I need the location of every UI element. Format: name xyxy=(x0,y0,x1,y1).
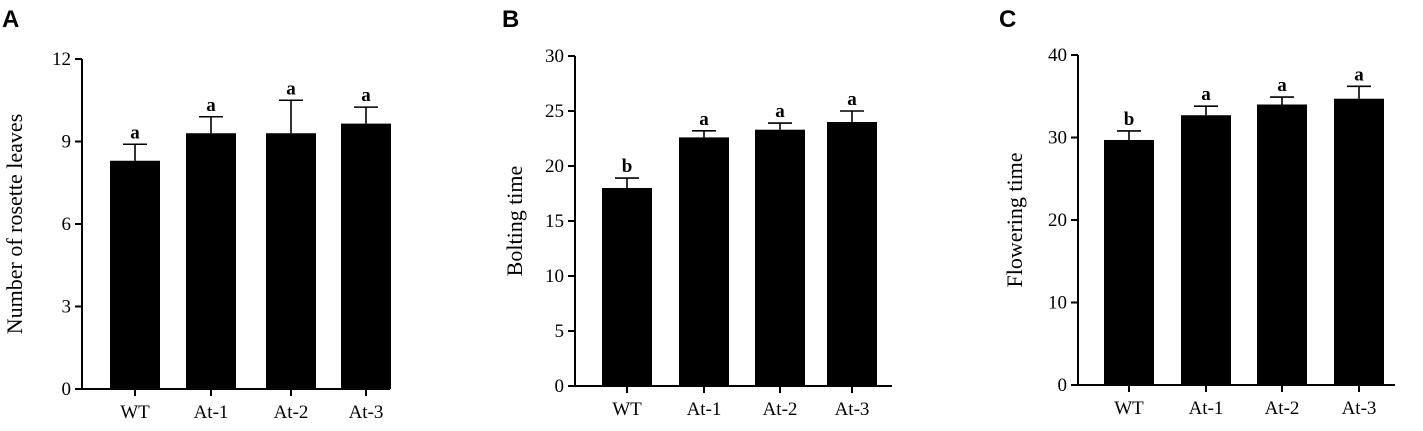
y-axis-title: Flowering time xyxy=(1002,152,1027,287)
bar-at-2 xyxy=(266,133,316,389)
bar-at-2 xyxy=(755,129,805,386)
significance-label: b xyxy=(622,156,633,177)
bar-at-3 xyxy=(827,122,877,386)
x-tick-label: WT xyxy=(612,399,642,420)
y-axis-title: Number of rosette leaves xyxy=(2,114,27,335)
chart-panel-3: C 0 10 20 30 40 Flowering time b WT a At-1 a At-2 a At… xyxy=(999,6,1395,419)
significance-label: a xyxy=(1354,64,1364,85)
y-axis-title: Bolting time xyxy=(502,166,527,277)
panel-letter: A xyxy=(2,6,19,33)
significance-label: a xyxy=(1201,84,1211,105)
bar-at-1 xyxy=(1181,115,1231,385)
significance-label: a xyxy=(361,85,371,106)
x-tick-label: At-3 xyxy=(1342,398,1377,419)
bar-at-1 xyxy=(186,133,236,389)
significance-label: a xyxy=(699,109,709,130)
y-tick-label: 40 xyxy=(1048,45,1067,66)
x-tick-label: At-3 xyxy=(835,399,870,420)
x-tick-label: At-2 xyxy=(1265,398,1300,419)
x-tick-label: At-1 xyxy=(1189,398,1224,419)
chart-panel-2: B 0 5 10 15 20 25 30 Bolting time b WT a At-1 a At-2 a A… xyxy=(502,6,892,420)
bar-at-3 xyxy=(341,123,391,389)
significance-label: a xyxy=(1277,75,1287,96)
y-tick-label: 20 xyxy=(545,156,564,177)
bar-at-2 xyxy=(1257,104,1307,385)
y-tick-label: 10 xyxy=(545,266,564,287)
y-tick-label: 30 xyxy=(1048,128,1067,149)
panel-letter: C xyxy=(999,6,1016,33)
bar-wt xyxy=(110,160,160,389)
y-tick-label: 15 xyxy=(545,211,564,232)
x-tick-label: WT xyxy=(120,402,150,423)
x-tick-label: At-1 xyxy=(687,399,722,420)
y-tick-label: 3 xyxy=(62,297,72,318)
y-tick-label: 30 xyxy=(545,46,564,67)
bar-at-1 xyxy=(679,137,729,386)
x-tick-label: At-1 xyxy=(194,402,229,423)
y-tick-label: 0 xyxy=(1058,375,1068,396)
bar-at-3 xyxy=(1334,98,1384,385)
bar-wt xyxy=(1104,139,1154,385)
significance-label: a xyxy=(286,78,296,99)
x-tick-label: At-3 xyxy=(349,402,384,423)
x-tick-label: At-2 xyxy=(763,399,798,420)
y-tick-label: 25 xyxy=(545,101,564,122)
y-tick-label: 0 xyxy=(555,376,565,397)
y-tick-label: 20 xyxy=(1048,210,1067,231)
significance-label: a xyxy=(130,122,140,143)
chart-panel-1: A 0 3 6 9 12 Number of rosette leaves a WT a At-1 a… xyxy=(2,6,391,423)
panel-letter: B xyxy=(502,6,519,33)
significance-label: a xyxy=(206,95,216,116)
bar-wt xyxy=(602,188,652,386)
significance-label: a xyxy=(775,101,785,122)
y-tick-label: 6 xyxy=(62,214,72,235)
y-tick-label: 12 xyxy=(52,49,71,70)
y-tick-label: 5 xyxy=(555,321,565,342)
y-tick-label: 0 xyxy=(62,379,72,400)
x-tick-label: WT xyxy=(1114,398,1144,419)
significance-label: b xyxy=(1124,109,1135,130)
significance-label: a xyxy=(847,89,857,110)
x-tick-label: At-2 xyxy=(274,402,309,423)
y-tick-label: 9 xyxy=(62,132,72,153)
y-tick-label: 10 xyxy=(1048,293,1067,314)
